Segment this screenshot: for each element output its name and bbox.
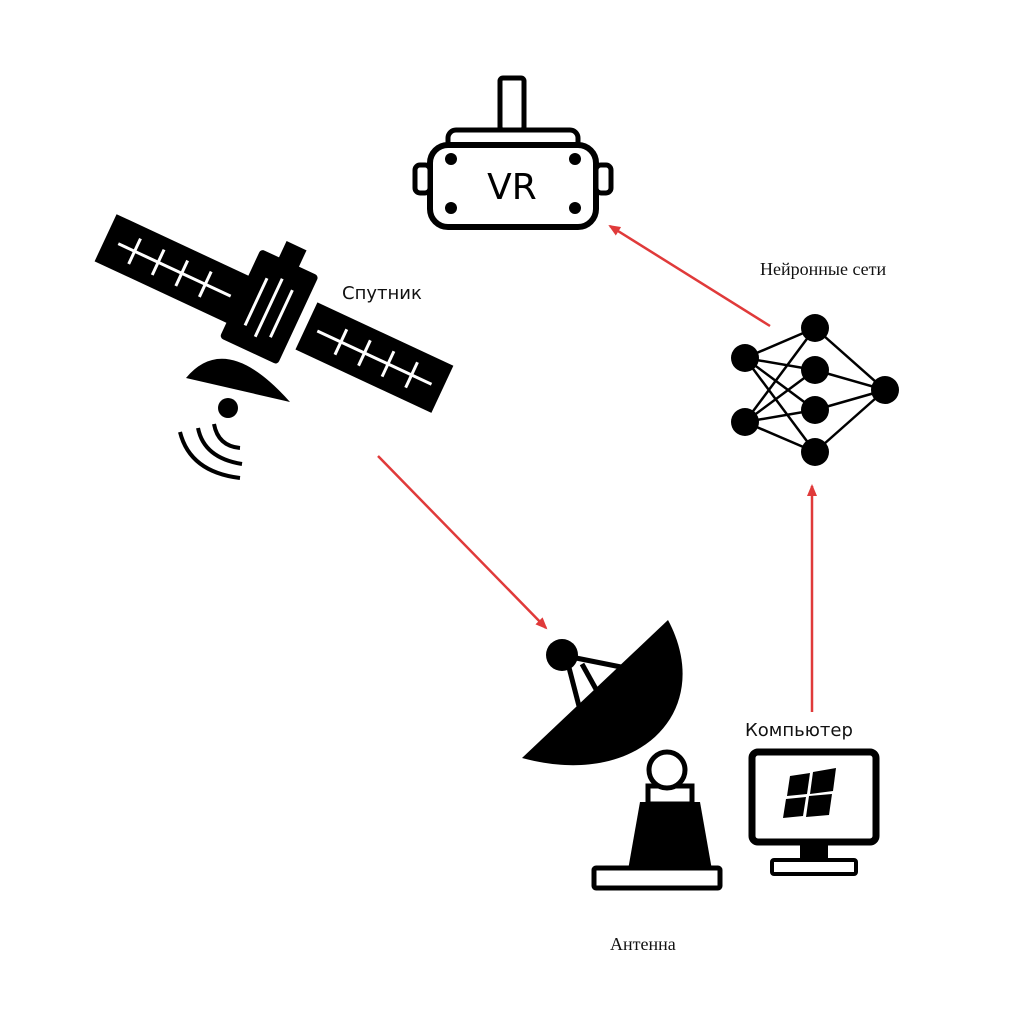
computer-label: Компьютер <box>745 720 853 741</box>
vr-label: VR <box>487 167 537 208</box>
antenna-label: Антенна <box>610 934 676 954</box>
windows-logo-icon <box>783 768 836 818</box>
arrow-satellite-to-antenna <box>377 455 548 630</box>
satellite-label: Спутник <box>342 283 422 304</box>
neural-network-icon <box>731 314 899 466</box>
computer-monitor-icon <box>748 748 880 876</box>
satellite-icon <box>94 214 454 480</box>
neural-networks-label: Нейронные сети <box>760 259 887 279</box>
vr-headset-icon: VR <box>412 75 614 230</box>
antenna-dish-icon <box>522 620 723 891</box>
arrows <box>377 224 817 712</box>
arrow-neural-networks-to-vr <box>608 224 771 328</box>
